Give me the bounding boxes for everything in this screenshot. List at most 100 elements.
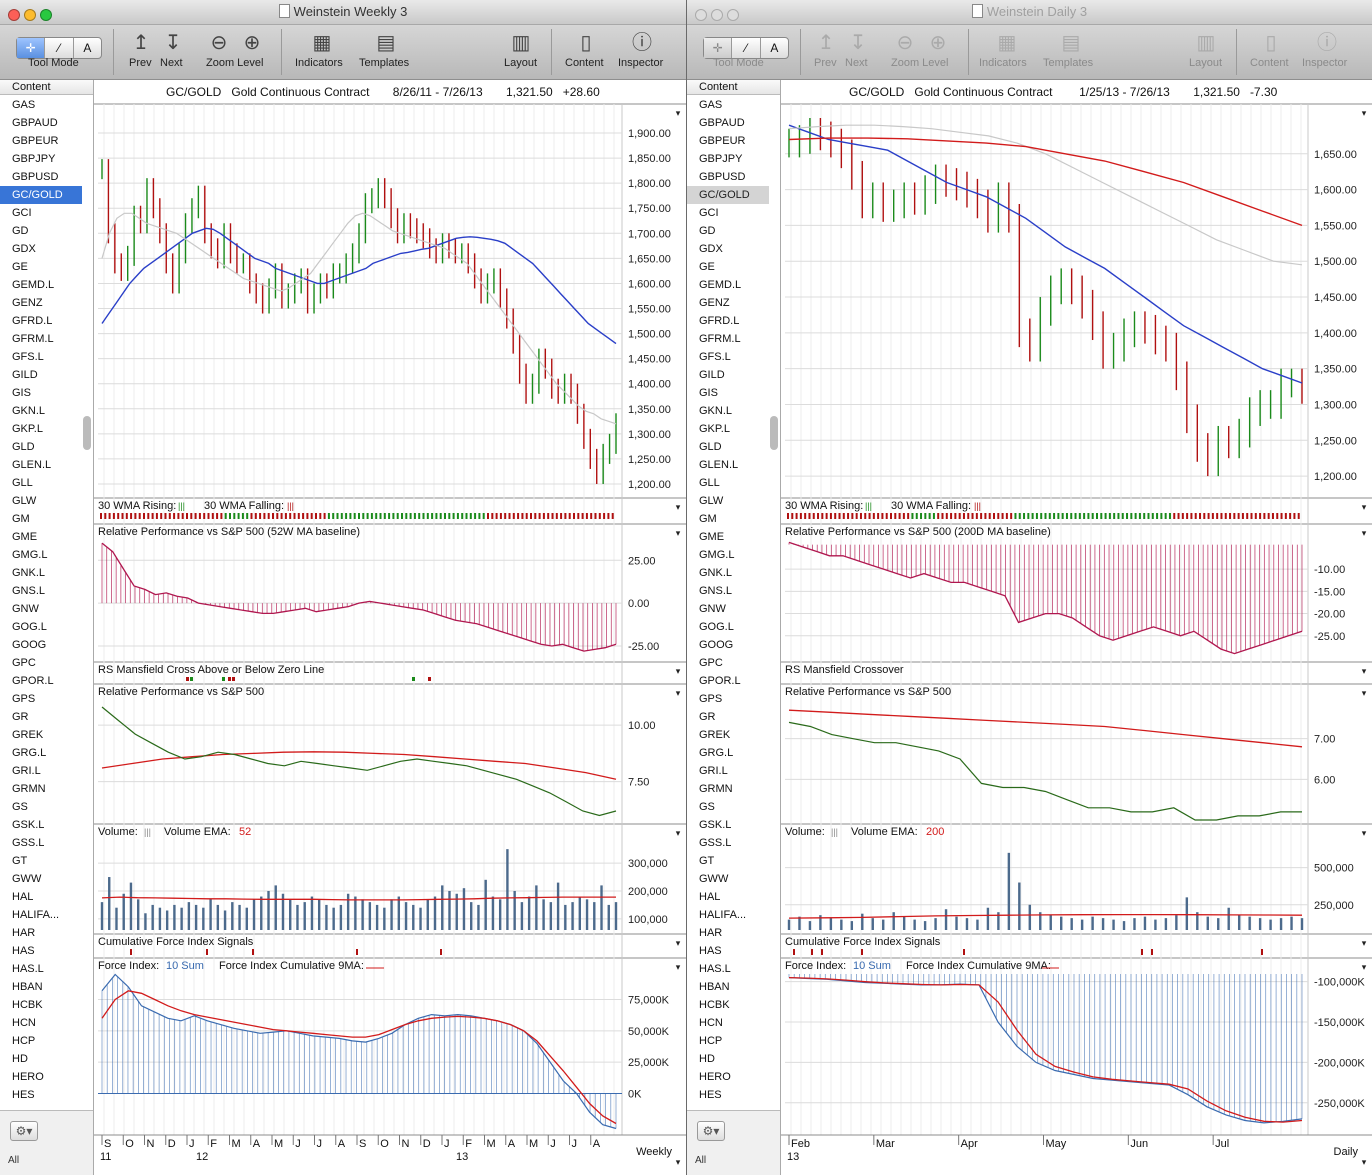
symbol-item[interactable]: GLW — [699, 495, 724, 507]
layout-button[interactable]: Layout — [1189, 57, 1223, 69]
symbol-item[interactable]: GPC — [12, 657, 36, 669]
symbol-list[interactable]: GAS GBPAUD GBPEUR GBPJPY GBPUSD GC/GOLD GCI GD G… — [0, 96, 82, 1110]
symbol-item[interactable]: HD — [699, 1053, 715, 1065]
symbol-item[interactable]: HBAN — [699, 981, 730, 993]
symbol-item[interactable]: HCBK — [699, 999, 730, 1011]
symbol-item[interactable]: HCN — [12, 1017, 36, 1029]
symbol-item[interactable]: GOOG — [699, 639, 734, 651]
symbol-item[interactable]: GBPAUD — [699, 117, 745, 129]
chart-svg[interactable]: ▾ ▾ ▾ ▾ ▾ ▾ ▾ ▾ 1,650.00 1,600.00 1,550.00 1,500.00… — [781, 80, 1372, 1175]
arrow-up-icon[interactable]: ↥ — [817, 32, 835, 54]
symbol-item[interactable]: HERO — [12, 1071, 44, 1083]
symbol-item[interactable]: GWW — [12, 873, 42, 885]
symbol-item[interactable]: HCP — [12, 1035, 36, 1047]
chart-area[interactable]: GC/GOLD Gold Continuous Contract 1/25/13… — [781, 80, 1372, 1175]
symbol-item[interactable]: GKN.L — [12, 405, 46, 417]
symbol-item[interactable]: GLD — [699, 441, 722, 453]
content-icon[interactable]: ▯ — [1265, 32, 1277, 54]
gear-icon[interactable]: ⚙▾ — [697, 1121, 725, 1141]
symbol-item[interactable]: GBPJPY — [699, 153, 743, 165]
symbol-item[interactable]: GIS — [12, 387, 31, 399]
templates-icon[interactable]: ▤ — [376, 32, 396, 54]
symbol-item[interactable]: GFRD.L — [699, 315, 740, 327]
symbol-item[interactable]: GILD — [699, 369, 725, 381]
symbol-item[interactable]: GKP.L — [12, 423, 43, 435]
content-icon[interactable]: ▯ — [580, 32, 592, 54]
symbol-item[interactable]: GR — [699, 711, 716, 723]
text-tool-icon[interactable]: A — [770, 41, 779, 55]
symbol-item[interactable]: HCP — [699, 1035, 723, 1047]
symbol-item[interactable]: GSS.L — [699, 837, 732, 849]
zoom-window-button[interactable] — [727, 9, 739, 21]
arrow-down-icon[interactable]: ↧ — [164, 32, 182, 54]
templates-icon[interactable]: ▤ — [1061, 32, 1081, 54]
symbol-item[interactable]: GFRM.L — [699, 333, 741, 345]
tool-mode-control[interactable]: ✛ ⁄ A — [16, 37, 102, 59]
layout-icon[interactable]: ▥ — [1196, 32, 1216, 54]
symbol-item[interactable]: GR — [12, 711, 29, 723]
symbol-item[interactable]: HAS.L — [12, 963, 44, 975]
symbol-item[interactable]: GKN.L — [699, 405, 733, 417]
title-bar[interactable]: Weinstein Daily 3 — [687, 0, 1372, 25]
symbol-item[interactable]: GBPEUR — [699, 135, 746, 147]
all-label[interactable]: All — [8, 1155, 20, 1166]
line-tool-icon[interactable]: ⁄ — [45, 38, 74, 58]
symbol-item[interactable]: HALIFA... — [699, 909, 747, 921]
symbol-item[interactable]: GOOG — [12, 639, 47, 651]
symbol-item[interactable]: GIS — [699, 387, 718, 399]
arrow-down-icon[interactable]: ↧ — [849, 32, 867, 54]
symbol-item[interactable]: GT — [12, 855, 28, 867]
symbol-item[interactable]: GLD — [12, 441, 35, 453]
symbol-item[interactable]: HES — [12, 1089, 35, 1101]
symbol-item[interactable]: GRI.L — [12, 765, 41, 777]
symbol-item[interactable]: GEMD.L — [699, 279, 742, 291]
next-button[interactable]: Next — [845, 57, 868, 69]
symbol-item[interactable]: GSS.L — [12, 837, 45, 849]
indicators-icon[interactable]: ▦ — [997, 32, 1017, 54]
symbol-item[interactable]: GME — [12, 531, 38, 543]
symbol-item[interactable]: HAL — [12, 891, 34, 903]
symbol-item[interactable]: GBPEUR — [12, 135, 59, 147]
symbol-item[interactable]: GPS — [699, 693, 723, 705]
indicators-icon[interactable]: ▦ — [312, 32, 332, 54]
symbol-item[interactable]: GMG.L — [12, 549, 48, 561]
symbol-item[interactable]: GAS — [699, 99, 723, 111]
zoom-in-icon[interactable]: ⊕ — [243, 32, 261, 54]
symbol-item[interactable]: GSK.L — [699, 819, 732, 831]
symbol-item[interactable]: GD — [12, 225, 29, 237]
content-button[interactable]: Content — [1250, 57, 1289, 69]
close-window-button[interactable] — [695, 9, 707, 21]
content-button[interactable]: Content — [565, 57, 604, 69]
symbol-item[interactable]: GRMN — [12, 783, 46, 795]
tool-mode-control[interactable]: ✛ ⁄ A — [703, 37, 789, 59]
symbol-item[interactable]: GS — [12, 801, 28, 813]
crosshair-tool-icon[interactable]: ✛ — [17, 38, 46, 58]
symbol-item[interactable]: GNW — [12, 603, 39, 615]
chart-svg[interactable]: ▾ ▾ ▾ ▾ ▾ ▾ ▾ ▾ 1,900.00 1,850.00 1,800.00 1,750.00… — [94, 80, 686, 1175]
title-bar[interactable]: Weinstein Weekly 3 — [0, 0, 686, 25]
symbol-item[interactable]: GC/GOLD — [0, 186, 82, 204]
inspector-button[interactable]: Inspector — [1302, 57, 1348, 69]
symbol-item[interactable]: HCBK — [12, 999, 43, 1011]
symbol-item[interactable]: HBAN — [12, 981, 43, 993]
symbol-item[interactable]: GPS — [12, 693, 36, 705]
indicators-button[interactable]: Indicators — [295, 57, 343, 69]
symbol-item[interactable]: HES — [699, 1089, 722, 1101]
symbol-item[interactable]: GE — [12, 261, 28, 273]
sidebar-scrollbar[interactable] — [82, 96, 92, 1110]
symbol-item[interactable]: HD — [12, 1053, 28, 1065]
next-button[interactable]: Next — [160, 57, 183, 69]
scroll-thumb[interactable] — [770, 416, 778, 450]
symbol-item[interactable]: GREK — [699, 729, 731, 741]
symbol-item[interactable]: GCI — [12, 207, 32, 219]
symbol-item[interactable]: GOG.L — [12, 621, 47, 633]
symbol-item[interactable]: GRG.L — [12, 747, 47, 759]
symbol-item[interactable]: GMG.L — [699, 549, 735, 561]
close-window-button[interactable] — [8, 9, 20, 21]
symbol-item[interactable]: GRMN — [699, 783, 733, 795]
symbol-item[interactable]: GSK.L — [12, 819, 45, 831]
symbol-item[interactable]: GNS.L — [12, 585, 46, 597]
text-tool-icon[interactable]: A — [83, 41, 92, 55]
symbol-item[interactable]: GNK.L — [699, 567, 733, 579]
symbol-item[interactable]: GLEN.L — [699, 459, 739, 471]
